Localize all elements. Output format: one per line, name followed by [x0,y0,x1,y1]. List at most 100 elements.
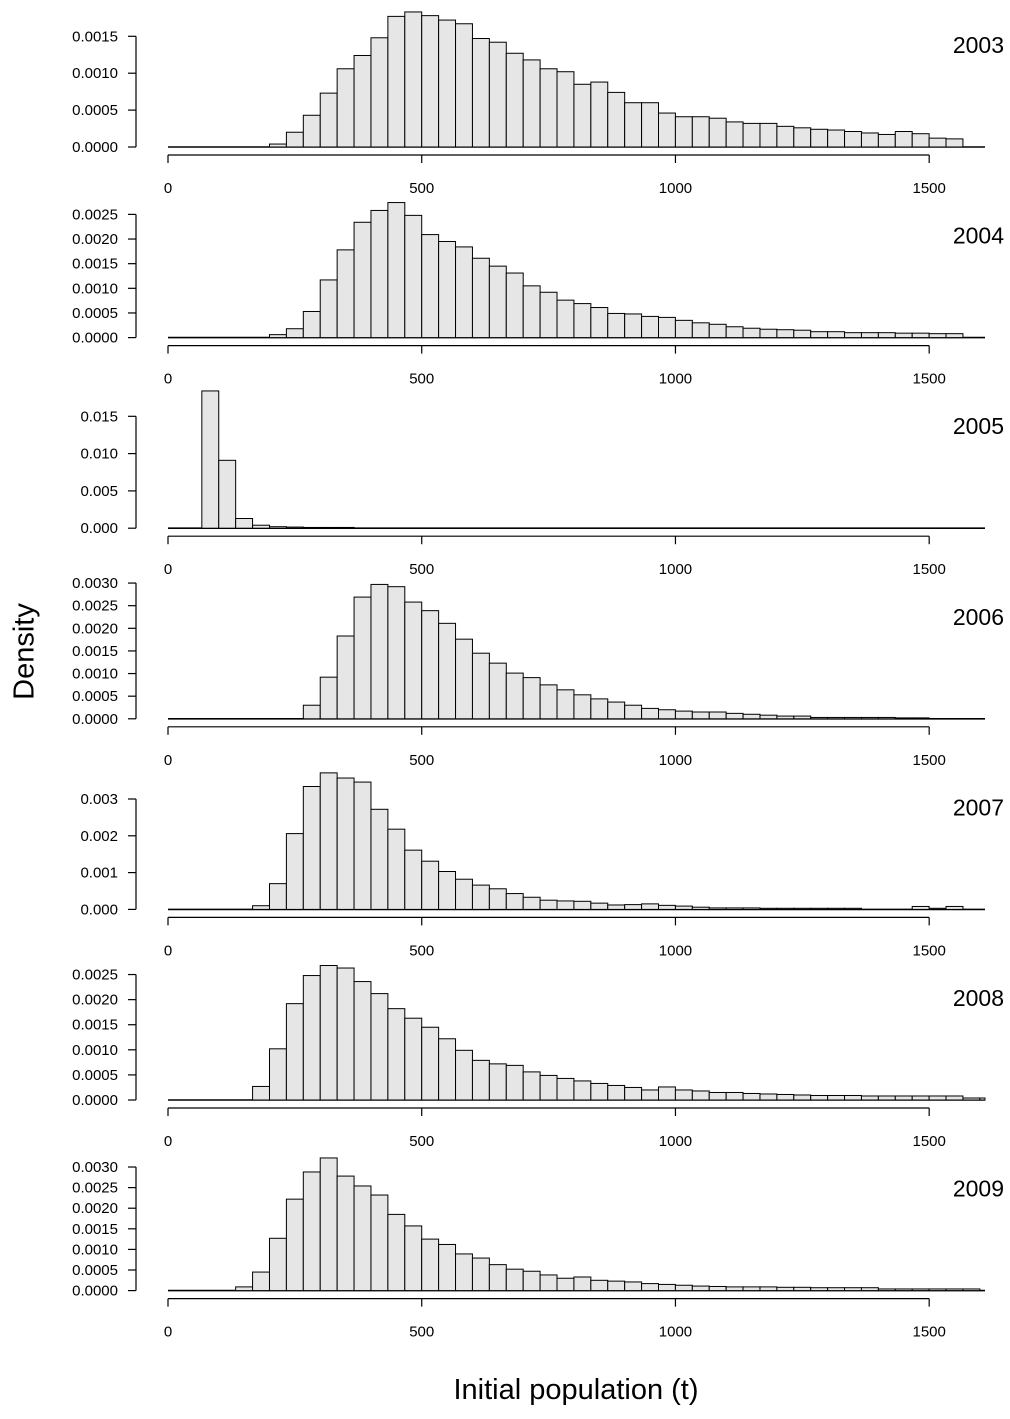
histogram-bar [911,905,930,910]
histogram-bar [522,677,541,720]
x-axis-label: Initial population (t) [453,1374,699,1406]
histogram-bar [319,965,338,1101]
histogram-bar [607,701,626,720]
y-tick-label: 0.0005 [72,1262,118,1279]
histogram-bar [505,893,524,910]
histogram-bar [336,777,355,910]
histogram-bar [471,38,490,148]
histogram-bar [573,1080,592,1101]
y-tick-label: 0.005 [80,483,118,500]
histogram-bar [404,601,423,720]
histogram-bar [691,116,710,148]
histogram-bar [370,808,389,910]
histogram-bar [539,1274,558,1292]
y-tick-label: 0.0025 [72,967,118,984]
x-tick-label: 1500 [912,752,945,769]
histogram-bar [607,91,626,148]
histogram-bar [945,905,964,910]
histogram-bar [556,1077,575,1101]
histogram-bar [353,221,372,339]
histogram-bar [674,116,693,148]
x-tick-label: 500 [409,1324,434,1341]
histogram-bar [624,1281,643,1292]
x-tick-label: 1500 [912,1133,945,1150]
histogram-bar [725,326,744,339]
histogram-bar [421,860,440,910]
histogram-bar [387,828,406,910]
histogram-bar [505,672,524,720]
histogram-bar [488,1264,507,1292]
histogram-bar [336,68,355,148]
histogram-bar [488,888,507,910]
histogram-bar [387,15,406,148]
histogram-bar [962,1097,981,1101]
y-tick-label: 0.0020 [72,1200,118,1217]
x-tick-label: 1000 [659,942,692,959]
histogram-bar [844,332,862,339]
x-tick-label: 0 [164,180,172,197]
histogram-bar [607,1280,626,1292]
histogram-bar [235,518,254,529]
histogram-bar [471,257,490,339]
histogram-bar [421,234,440,339]
histogram-bar [708,1285,727,1292]
histogram-bar [268,143,287,148]
histogram-bar [607,312,626,339]
histogram-bar [674,1284,693,1292]
histogram-bar [455,1253,473,1292]
histogram-bar [793,1286,812,1292]
histogram-bar [573,303,592,339]
histogram-bar [404,1017,423,1101]
histogram-bar [539,68,558,148]
y-tick-label: 0.0005 [72,1067,118,1084]
y-tick-label: 0.0015 [72,256,118,273]
histogram-bar [810,716,829,720]
histogram-bar [455,638,473,720]
histogram-bar [268,526,287,529]
histogram-bar [928,907,947,910]
panel-title-2004: 2004 [953,223,1004,249]
histogram-bar [911,1288,930,1292]
histogram-bar [302,526,321,529]
histogram-bar [860,716,879,720]
histogram-bar [844,131,862,148]
histogram-bar [776,1093,795,1101]
histogram-bar [877,133,896,148]
histogram-bar [844,1094,862,1101]
panel-title-2008: 2008 [953,985,1004,1011]
y-tick-label: 0.0030 [72,1159,118,1176]
histogram-bar [945,1095,964,1101]
histogram-bar [674,319,693,339]
histogram-bar [252,524,270,529]
y-tick-label: 0.0000 [72,139,118,156]
histogram-bar [641,1089,659,1101]
histogram-bar [657,1086,676,1101]
histogram-bar [624,313,643,339]
histogram-bar [471,884,490,910]
histogram-bar [624,102,643,148]
x-tick-label: 0 [164,942,172,959]
histogram-bar [674,710,693,720]
histogram-bar [793,1094,812,1101]
histogram-bar [421,610,440,720]
histogram-bar [488,41,507,148]
y-axis-label: Density [8,603,41,700]
histogram-bar [725,1286,744,1292]
histogram-bar [438,1038,457,1101]
histogram-bar [674,905,693,910]
histogram-bar [742,1286,761,1292]
y-tick-label: 0.0015 [72,28,118,45]
histogram-bar [336,249,355,339]
histogram-bar [404,214,423,339]
histogram-bar [810,1094,829,1101]
histogram-bar [505,52,524,148]
histogram-bar [894,131,913,148]
x-tick-label: 0 [164,371,172,388]
histogram-bar [302,785,321,910]
histogram-bar [285,328,304,339]
histogram-bar [691,906,710,910]
histogram-bar [522,1071,541,1101]
histogram-bar [505,272,524,339]
histogram-bar [488,662,507,720]
